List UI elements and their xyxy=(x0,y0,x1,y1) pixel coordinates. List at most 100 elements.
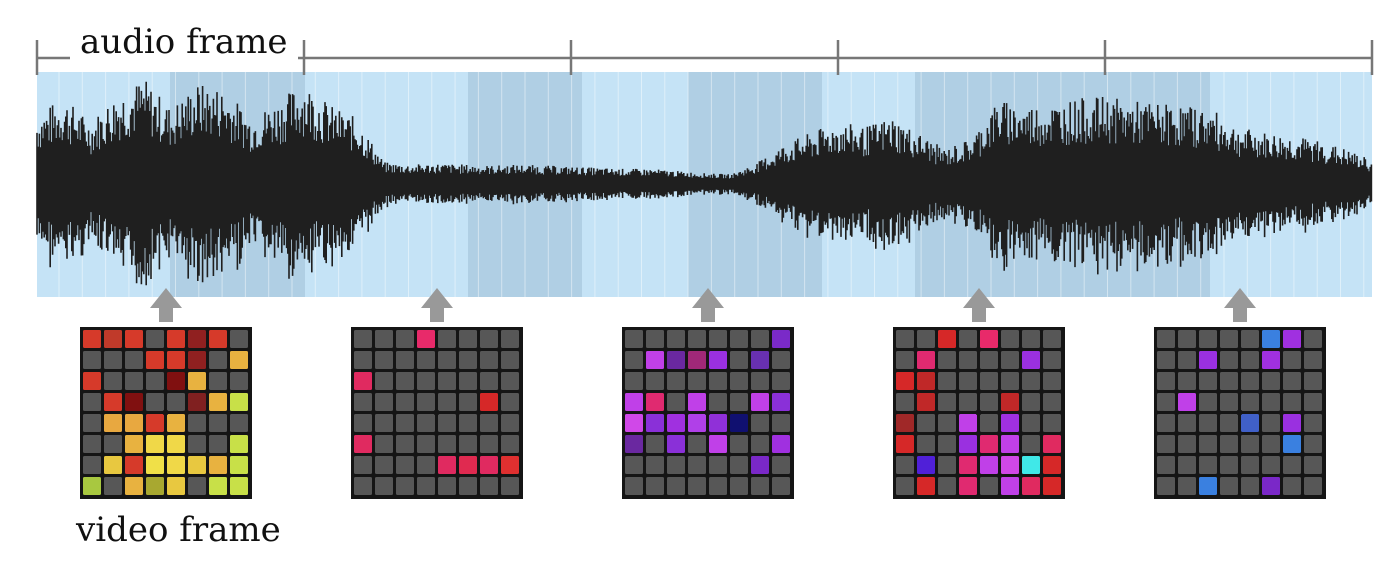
video-frame-pad xyxy=(146,477,164,495)
video-frame-pad xyxy=(480,393,498,411)
video-frame-pad xyxy=(104,435,122,453)
video-frame-pad xyxy=(1001,456,1019,474)
video-frame-pad xyxy=(980,435,998,453)
video-frame-pad xyxy=(709,330,727,348)
video-frame-pad xyxy=(688,372,706,390)
video-frame-pad xyxy=(1178,414,1196,432)
video-frame-pad xyxy=(959,414,977,432)
video-frame-pad xyxy=(1157,330,1175,348)
video-frame-pad xyxy=(417,456,435,474)
video-frame-center-dot xyxy=(975,409,982,416)
video-frame-pad xyxy=(230,351,248,369)
video-frame-pad xyxy=(1220,456,1238,474)
video-frame-pad xyxy=(459,456,477,474)
video-frame-pad xyxy=(417,414,435,432)
video-frame-pad xyxy=(438,330,456,348)
video-frame-pad xyxy=(959,393,977,411)
video-frame-pad xyxy=(938,477,956,495)
video-frame-pad xyxy=(1283,351,1301,369)
video-frame-pad xyxy=(751,414,769,432)
video-frame-pad xyxy=(146,456,164,474)
video-frame-pad xyxy=(1178,372,1196,390)
video-frame-pad xyxy=(188,435,206,453)
video-frame-pad xyxy=(730,477,748,495)
video-frame-pad xyxy=(459,393,477,411)
video-frame-pad xyxy=(938,456,956,474)
video-frame-pad xyxy=(1001,351,1019,369)
video-frame-pad xyxy=(459,477,477,495)
video-frame-pad xyxy=(1283,414,1301,432)
video-frame-pad xyxy=(480,414,498,432)
video-frame-pad xyxy=(709,414,727,432)
video-frame-pad xyxy=(1022,477,1040,495)
video-frame-pad xyxy=(167,393,185,411)
video-frame-pad xyxy=(1304,477,1322,495)
video-frame-pad xyxy=(125,372,143,390)
video-frame-pad xyxy=(396,435,414,453)
video-frame-pad xyxy=(1241,435,1259,453)
video-frame-pad xyxy=(167,456,185,474)
video-frame-pad xyxy=(459,330,477,348)
video-frame-pad xyxy=(375,456,393,474)
video-frame-pad xyxy=(209,351,227,369)
video-frame-pad xyxy=(1283,372,1301,390)
video-frame-pad xyxy=(501,435,519,453)
video-frame-2 xyxy=(351,327,523,499)
video-frame-pad xyxy=(688,330,706,348)
video-frame-pad xyxy=(417,435,435,453)
video-frame-pad xyxy=(1262,456,1280,474)
video-frame-pad xyxy=(209,456,227,474)
video-frame-4 xyxy=(893,327,1065,499)
video-frame-pad xyxy=(459,435,477,453)
frame-arrow-5 xyxy=(1224,288,1256,322)
video-frame-pad xyxy=(688,393,706,411)
video-frame-pad xyxy=(1220,372,1238,390)
video-frame-pad xyxy=(417,372,435,390)
video-frame-pad xyxy=(104,477,122,495)
video-frame-grids xyxy=(80,327,1326,499)
video-frame-pad xyxy=(125,330,143,348)
video-frame-pad xyxy=(501,393,519,411)
video-frame-pad xyxy=(1241,456,1259,474)
video-frame-pad xyxy=(1241,414,1259,432)
video-frame-pad xyxy=(959,456,977,474)
video-frame-pad xyxy=(1283,393,1301,411)
video-frame-pad xyxy=(625,435,643,453)
video-frame-pad xyxy=(1022,351,1040,369)
video-frame-pad xyxy=(459,372,477,390)
video-frame-pad xyxy=(1241,351,1259,369)
video-frame-pad xyxy=(396,414,414,432)
video-frame-pad xyxy=(1043,435,1061,453)
video-frame-pad xyxy=(1043,351,1061,369)
video-frame-pad xyxy=(646,351,664,369)
video-frame-pad xyxy=(667,435,685,453)
video-frame-pad xyxy=(1022,330,1040,348)
video-frame-pad xyxy=(896,372,914,390)
video-frame-pad xyxy=(146,351,164,369)
video-frame-pad xyxy=(1262,414,1280,432)
video-frame-pad xyxy=(230,456,248,474)
video-frame-pad xyxy=(104,330,122,348)
video-frame-pad xyxy=(354,351,372,369)
video-frame-pad xyxy=(125,456,143,474)
video-frame-pad xyxy=(667,351,685,369)
video-frame-pad xyxy=(1262,372,1280,390)
video-frame-pad xyxy=(980,330,998,348)
video-frame-pad xyxy=(1178,456,1196,474)
video-frame-pad xyxy=(772,372,790,390)
video-frame-pad xyxy=(1043,477,1061,495)
video-frame-pad xyxy=(167,477,185,495)
video-frame-pad xyxy=(104,351,122,369)
video-frame-pad xyxy=(480,330,498,348)
video-frame-pad xyxy=(1241,477,1259,495)
video-frame-pad xyxy=(709,477,727,495)
video-frame-pad xyxy=(917,456,935,474)
video-frame-pad xyxy=(480,477,498,495)
video-frame-pad xyxy=(688,351,706,369)
video-frame-pad xyxy=(167,414,185,432)
video-frame-pad xyxy=(688,414,706,432)
video-frame-pad xyxy=(354,393,372,411)
video-frame-pad xyxy=(501,456,519,474)
video-frame-label: video frame xyxy=(76,510,281,550)
